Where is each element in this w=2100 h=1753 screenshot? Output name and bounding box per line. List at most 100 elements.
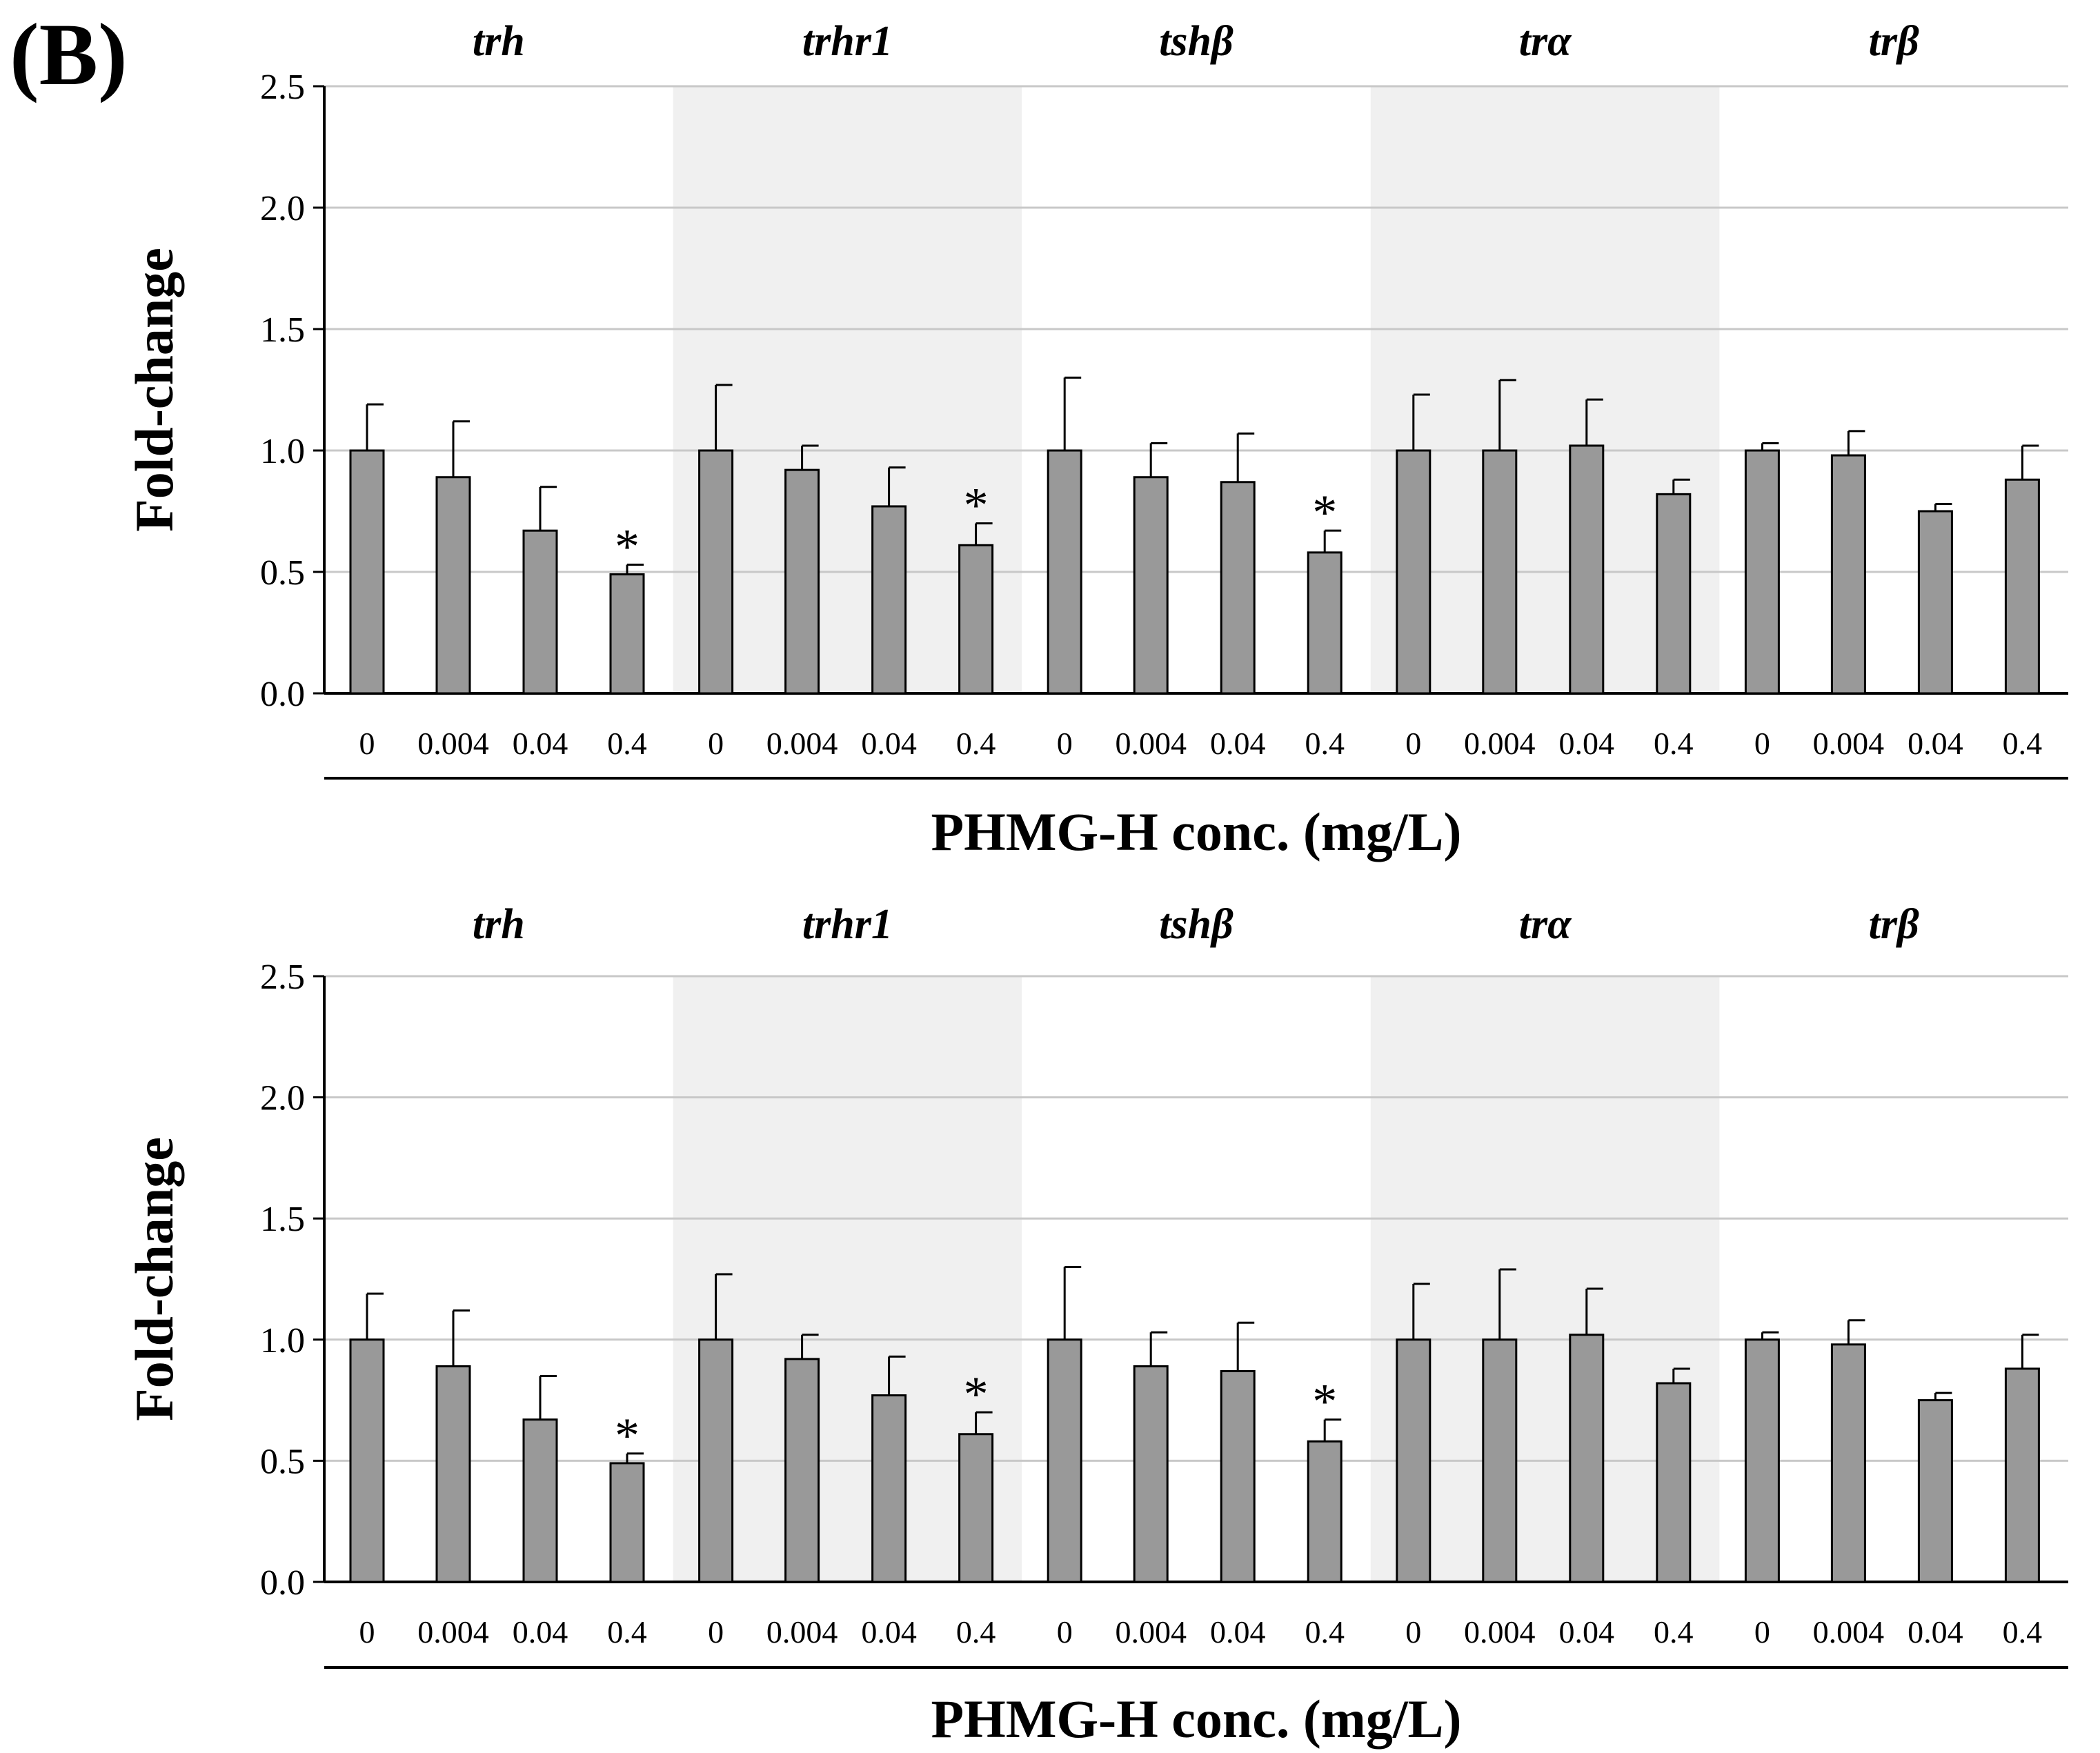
x-category-label: 0.04 <box>1559 726 1615 761</box>
bar <box>1656 1382 1692 1583</box>
x-category-label: 0.04 <box>861 726 917 761</box>
x-category-label: 0.004 <box>1115 726 1187 761</box>
bar <box>1307 1440 1343 1583</box>
bar <box>1482 1338 1518 1583</box>
x-category-label: 0.4 <box>1654 1614 1694 1650</box>
bar <box>1917 1399 1953 1583</box>
bar <box>435 1365 471 1583</box>
x-category-label: 0 <box>708 1614 724 1650</box>
chart-panel-1: 0.0 0.5 1.0 1.5 2.0 2.5 trh 0 0.004 0.04 * 0.4 trhr1… <box>124 18 2068 862</box>
y-tick-label: 1.5 <box>260 310 305 350</box>
bar <box>1917 510 1953 695</box>
x-category-label: 0.004 <box>766 1614 838 1650</box>
x-category-label: 0 <box>1057 1614 1073 1650</box>
bar <box>1396 1338 1432 1583</box>
gene-label: tshβ <box>1159 901 1234 948</box>
x-category-label: 0.004 <box>417 1614 489 1650</box>
x-category-label: 0.004 <box>417 726 489 761</box>
significance-asterisk: * <box>964 478 989 533</box>
bar <box>609 1462 645 1583</box>
bar <box>1830 1343 1866 1583</box>
significance-asterisk: * <box>1312 485 1337 540</box>
bar <box>1133 1365 1169 1583</box>
y-tick-label: 2.5 <box>260 68 305 107</box>
bar <box>522 529 558 695</box>
x-category-label: 0 <box>1057 726 1073 761</box>
x-category-label: 0.4 <box>2003 1614 2043 1650</box>
significance-asterisk: * <box>1312 1374 1337 1429</box>
y-tick-label: 0.5 <box>260 1442 305 1481</box>
bar <box>2004 1367 2040 1583</box>
chart-panel-2: 0.0 0.5 1.0 1.5 2.0 2.5 trh 0 0.004 0.04 * 0.4 trhr1… <box>124 901 2068 1749</box>
x-category-label: 0 <box>359 726 375 761</box>
x-category-label: 0.04 <box>1559 1614 1615 1650</box>
bar <box>1744 1338 1780 1583</box>
x-category-label: 0 <box>1754 726 1770 761</box>
x-category-label: 0.004 <box>1813 1614 1885 1650</box>
bar <box>784 1358 820 1583</box>
x-category-label: 0.4 <box>956 1614 996 1650</box>
bar <box>1569 444 1605 695</box>
bar <box>1047 1338 1082 1583</box>
x-category-label: 0 <box>359 1614 375 1650</box>
x-category-label: 0 <box>1754 1614 1770 1650</box>
bar <box>609 573 645 695</box>
bar <box>958 1433 994 1583</box>
bar <box>1656 493 1692 695</box>
y-axis-title: Fold-change <box>124 248 184 532</box>
gene-label: trα <box>1519 901 1572 948</box>
x-category-label: 0.4 <box>2003 726 2043 761</box>
gene-label: trβ <box>1869 18 1919 65</box>
panel-label: (B) <box>10 6 128 103</box>
gene-label: trβ <box>1869 901 1919 948</box>
significance-asterisk: * <box>615 519 640 574</box>
y-axis-title: Fold-change <box>124 1137 184 1421</box>
y-tick-label: 1.5 <box>260 1200 305 1239</box>
x-category-label: 0.04 <box>1210 726 1266 761</box>
bar <box>1047 449 1082 695</box>
y-tick-label: 2.5 <box>260 958 305 997</box>
bar <box>1307 551 1343 695</box>
bar <box>871 1394 907 1583</box>
x-category-label: 0.4 <box>607 726 647 761</box>
x-category-label: 0.04 <box>1908 726 1963 761</box>
x-category-label: 0.004 <box>1464 726 1536 761</box>
bar <box>1569 1334 1605 1583</box>
bar <box>1220 1369 1256 1583</box>
gene-label: trh <box>473 901 525 948</box>
x-category-label: 0 <box>708 726 724 761</box>
gene-label: tshβ <box>1159 18 1234 65</box>
bar <box>1133 476 1169 695</box>
x-category-label: 0.004 <box>1115 1614 1187 1650</box>
bar <box>698 1338 734 1583</box>
x-axis-title: PHMG-H conc. (mg/L) <box>931 802 1462 862</box>
gene-label: trhr1 <box>802 18 893 65</box>
y-tick-label: 2.0 <box>260 1079 305 1118</box>
bar <box>349 449 385 695</box>
x-category-label: 0.4 <box>1654 726 1694 761</box>
bar <box>698 449 734 695</box>
bar <box>522 1418 558 1583</box>
significance-asterisk: * <box>615 1408 640 1463</box>
bar <box>958 544 994 695</box>
bar <box>871 505 907 695</box>
bar <box>1220 481 1256 695</box>
y-tick-label: 0.0 <box>260 675 305 714</box>
gene-label: trα <box>1519 18 1572 65</box>
y-tick-label: 0.0 <box>260 1563 305 1603</box>
x-category-label: 0.4 <box>607 1614 647 1650</box>
gene-label: trhr1 <box>802 901 893 948</box>
bar <box>2004 478 2040 695</box>
x-category-label: 0 <box>1405 726 1421 761</box>
y-tick-label: 0.5 <box>260 553 305 593</box>
x-category-label: 0.4 <box>1305 726 1345 761</box>
x-category-label: 0.04 <box>861 1614 917 1650</box>
y-tick-label: 2.0 <box>260 189 305 228</box>
bar <box>784 468 820 695</box>
x-category-label: 0.04 <box>513 726 568 761</box>
bar <box>1830 454 1866 695</box>
x-category-label: 0.004 <box>1464 1614 1536 1650</box>
bar <box>435 476 471 695</box>
x-category-label: 0.4 <box>956 726 996 761</box>
